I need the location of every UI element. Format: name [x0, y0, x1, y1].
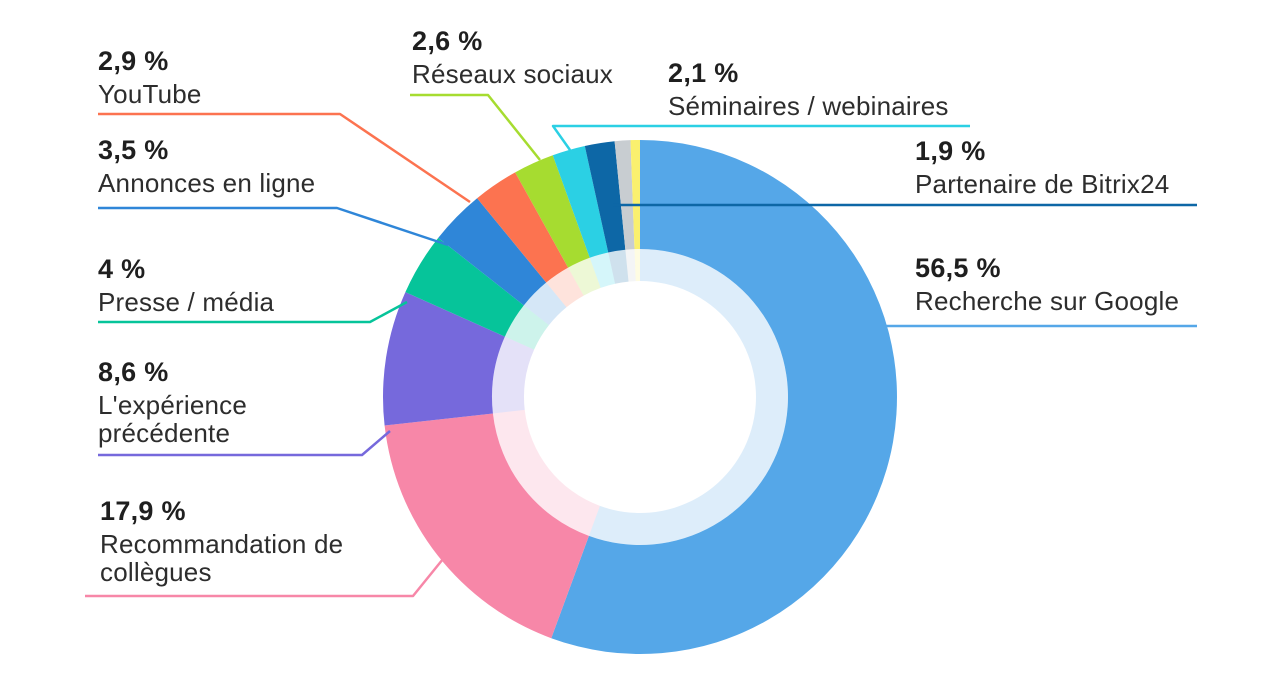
donut-segment-inner-2 — [492, 336, 535, 414]
callout-label: Réseaux sociaux — [412, 59, 613, 89]
leader-line-5 — [98, 112, 471, 204]
donut-segment-inner-6 — [568, 257, 601, 296]
donut-segment-10 — [630, 140, 640, 250]
callout-1: 17,9 % Recommandation de collègues — [100, 496, 445, 586]
callout-label: YouTube — [98, 79, 202, 109]
callout-pct: 1,9 % — [915, 136, 986, 166]
donut-segment-6 — [515, 155, 590, 268]
callout-label: Séminaires / webinaires — [668, 91, 949, 121]
donut-segment-inner-4 — [523, 282, 567, 326]
callout-label: Recommandation de collègues — [100, 529, 344, 587]
callout-pct: 2,9 % — [98, 46, 169, 76]
leader-line-2 — [98, 430, 391, 457]
callout-6: 2,6 % Réseaux sociaux — [412, 26, 613, 88]
callout-7: 2,1 % Séminaires / webinaires — [668, 58, 949, 120]
donut-segment-9 — [614, 140, 635, 250]
callout-label: Recherche sur Google — [915, 286, 1180, 316]
donut-segment-inner-5 — [546, 267, 584, 308]
callout-2: 8,6 % L'expérience précédente — [98, 357, 368, 447]
donut-segment-inner-0 — [588, 249, 788, 545]
donut-segment-4 — [438, 198, 547, 306]
leader-line-1 — [85, 558, 444, 598]
leader-line-7 — [551, 124, 970, 151]
callout-pct: 3,5 % — [98, 135, 169, 165]
callout-pct: 4 % — [98, 254, 146, 284]
callout-label: Annonces en ligne — [98, 168, 316, 198]
leader-line-3 — [98, 300, 408, 324]
callout-label: Presse / média — [98, 287, 275, 317]
donut-segment-7 — [552, 146, 609, 258]
callout-pct: 17,9 % — [100, 496, 186, 526]
leader-line-4 — [98, 206, 449, 247]
donut-segment-8 — [584, 141, 626, 253]
callout-4: 3,5 % Annonces en ligne — [98, 135, 315, 197]
donut-segment-2 — [382, 292, 505, 426]
donut-segment-0 — [551, 140, 897, 655]
donut-segment-1 — [384, 413, 589, 639]
donut-segment-inner-10 — [634, 249, 640, 282]
donut-segment-inner-8 — [608, 249, 629, 284]
donut-segment-inner-7 — [589, 252, 616, 288]
callout-0: 56,5 % Recherche sur Google — [915, 253, 1179, 315]
donut-segment-inner-9 — [625, 249, 636, 282]
callout-pct: 8,6 % — [98, 357, 169, 387]
donut-segment-inner-1 — [492, 409, 600, 536]
leader-line-6 — [410, 93, 541, 161]
callout-3: 4 % Presse / média — [98, 254, 274, 316]
callout-pct: 2,6 % — [412, 26, 483, 56]
callout-pct: 2,1 % — [668, 58, 739, 88]
callout-8: 1,9 % Partenaire de Bitrix24 — [915, 136, 1169, 198]
donut-segment-inner-3 — [504, 305, 549, 350]
callout-5: 2,9 % YouTube — [98, 46, 202, 108]
callout-pct: 56,5 % — [915, 253, 1001, 283]
callout-label: L'expérience précédente — [98, 390, 248, 448]
donut-segment-5 — [477, 172, 569, 283]
donut-segment-3 — [405, 237, 524, 337]
callout-label: Partenaire de Bitrix24 — [915, 169, 1170, 199]
